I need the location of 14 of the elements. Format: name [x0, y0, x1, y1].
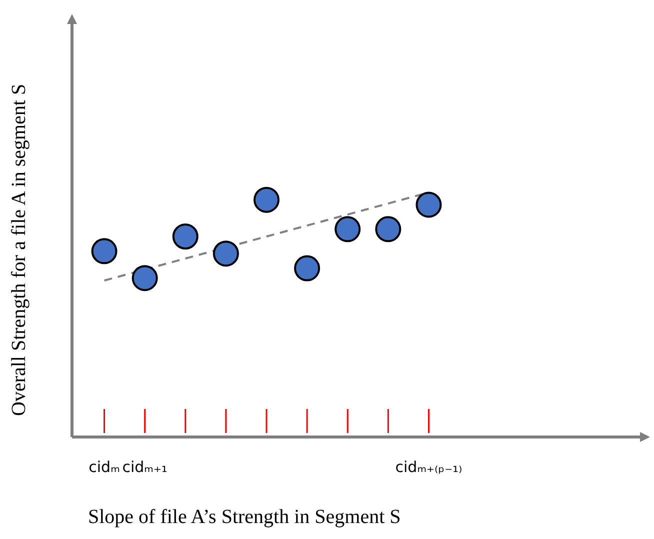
point — [334, 216, 361, 242]
x-axis-title: Slope of file A’s Strength in Segment S — [88, 506, 401, 529]
point — [91, 238, 118, 264]
x-tick-label: cidₘ₊₁ — [122, 458, 168, 476]
x-tick-label: cidₘ — [88, 458, 120, 476]
point — [254, 186, 280, 213]
point — [375, 216, 402, 242]
point — [416, 192, 442, 218]
x-tick-label: cidₘ₊₍ₚ₋₁₎ — [395, 458, 462, 476]
point — [294, 255, 320, 282]
y-axis-title: Overall Strength for a file A in segment S — [8, 82, 31, 418]
point — [172, 224, 198, 250]
point — [212, 240, 239, 267]
point — [132, 265, 158, 292]
